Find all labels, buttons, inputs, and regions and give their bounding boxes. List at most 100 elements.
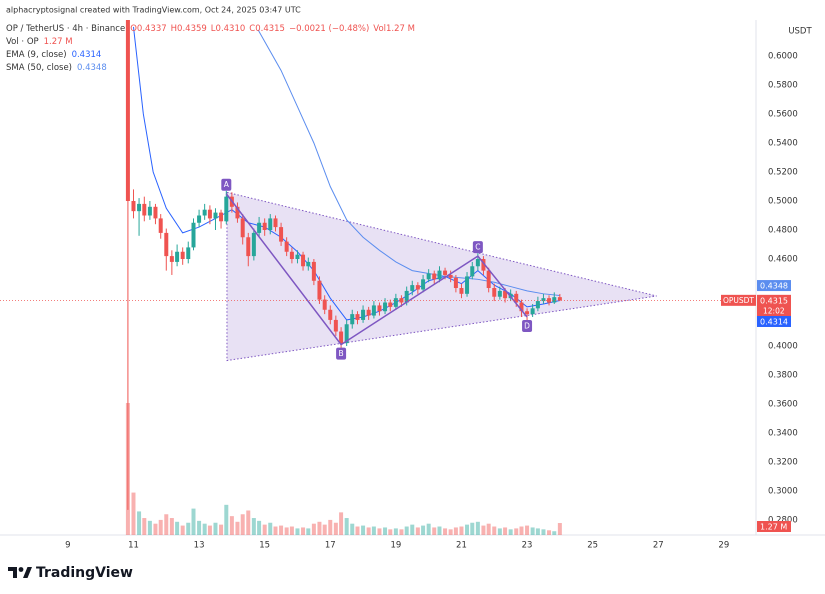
candle-body (388, 302, 393, 307)
x-tick-label: 15 (259, 541, 270, 551)
volume-bar (197, 520, 202, 535)
volume-bar (328, 519, 333, 535)
volume-bar (432, 527, 437, 535)
price-badge-label: 0.4314 (760, 317, 788, 326)
price-badge (757, 315, 791, 327)
pattern-point-label: A (224, 180, 230, 189)
candle-body (328, 309, 333, 320)
volume-bar (497, 528, 502, 535)
legend-volume: Vol · OP 1.27 M (6, 37, 73, 47)
candle-body (421, 279, 426, 290)
candle-body (202, 209, 207, 216)
candle-body (557, 297, 562, 301)
candle-body (426, 273, 431, 280)
candle-body (497, 290, 502, 297)
pattern-point-box (336, 347, 347, 360)
candle-body (333, 319, 338, 332)
volume-bar (169, 518, 174, 535)
candle-body (525, 311, 530, 315)
pattern-point-label: D (524, 322, 530, 331)
y-tick-label: 0.4800 (768, 226, 798, 236)
volume-bar (284, 527, 289, 535)
candle-body (251, 232, 256, 257)
candle-body (257, 222, 262, 233)
candle-body (224, 196, 229, 222)
y-tick-label: 0.3400 (768, 429, 798, 439)
volume-bar (399, 529, 404, 535)
y-tick-label: 0.2800 (768, 516, 798, 526)
candle-body (535, 301, 540, 309)
pattern-point-box (472, 241, 483, 254)
volume-bar (175, 521, 180, 535)
y-tick-label: 0.5800 (768, 80, 798, 90)
ema-name: EMA (9, close) (6, 50, 67, 60)
volume-bar (470, 522, 475, 535)
volume-bar (437, 526, 442, 535)
candle-body (393, 298, 398, 307)
candle-body (377, 305, 382, 312)
candle-body (262, 222, 267, 231)
candle-body (131, 200, 136, 212)
volume-bar (202, 523, 207, 535)
candle-body (486, 270, 491, 289)
ohlc-volume: Vol1.27 M (373, 24, 415, 34)
volume-bar (246, 510, 251, 535)
symbol-badge (721, 294, 756, 306)
price-badge (757, 280, 791, 292)
volume-bar (224, 504, 229, 535)
brand-name: TradingView (36, 565, 133, 581)
candle-body (197, 215, 202, 223)
volume-bar (361, 525, 366, 535)
volume-bar (426, 523, 431, 535)
volume-bar (289, 526, 294, 535)
candle-body (361, 309, 366, 320)
volume-bar (180, 525, 185, 535)
volume-bar (552, 531, 557, 535)
ohlc-low: L0.4310 (211, 24, 245, 34)
volume-badge (757, 521, 791, 532)
price-badge-label: 0.4315 (760, 296, 788, 305)
volume-bar (508, 529, 513, 535)
candle-body (169, 256, 174, 262)
candle-body (453, 277, 458, 289)
volume-bar (350, 523, 355, 535)
volume-bar (443, 528, 448, 535)
candle-body (415, 285, 420, 290)
y-tick-label: 0.5400 (768, 138, 798, 148)
legend-sma: SMA (50, close) 0.4348 (6, 63, 107, 73)
ohlc-close: C0.4315 (249, 24, 285, 34)
candle-body (475, 259, 480, 267)
candle-body (519, 302, 524, 312)
x-tick-label: 27 (653, 541, 664, 551)
candle-body (191, 222, 196, 248)
volume-bar (311, 523, 316, 535)
volume-bar (377, 528, 382, 535)
y-tick-label: 0.4000 (768, 342, 798, 352)
volume-bar (421, 525, 426, 535)
volume-bar (514, 528, 519, 535)
candle-body (339, 331, 344, 344)
volume-bar (186, 522, 191, 535)
plot-area (0, 20, 755, 535)
volume-bar (371, 526, 376, 535)
candle-body (410, 285, 415, 291)
sma-value: 0.4348 (77, 63, 107, 73)
volume-bar (301, 527, 306, 535)
ohlc-change: −0.0021 (−0.48%) (289, 24, 369, 34)
price-countdown: 12:02 (763, 306, 785, 315)
volume-bar (317, 521, 322, 535)
candle-body (355, 314, 360, 320)
pattern-point-label: C (475, 243, 480, 252)
candle-body (279, 227, 284, 242)
candle-body (147, 206, 152, 216)
candle-body (366, 309, 371, 316)
volume-bar (137, 511, 142, 535)
y-tick-label: 0.4600 (768, 255, 798, 265)
pattern-point-box (522, 320, 533, 333)
volume-bar (213, 522, 218, 535)
volume-bar (383, 527, 388, 535)
candle-body (240, 218, 245, 238)
volume-bar (465, 524, 470, 535)
